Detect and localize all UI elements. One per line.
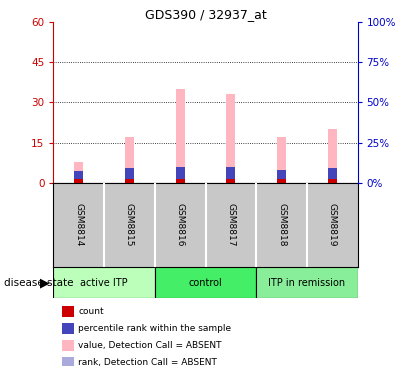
Text: GSM8819: GSM8819 — [328, 203, 337, 247]
Bar — [125, 179, 134, 183]
Text: control: control — [189, 278, 222, 288]
Text: value, Detection Call = ABSENT: value, Detection Call = ABSENT — [78, 341, 222, 350]
Bar — [74, 179, 83, 183]
Bar — [328, 179, 337, 183]
Bar — [74, 161, 83, 183]
Text: count: count — [78, 307, 104, 315]
Bar — [74, 171, 83, 179]
Bar — [125, 137, 134, 183]
Bar — [175, 167, 185, 179]
Text: rank, Detection Call = ABSENT: rank, Detection Call = ABSENT — [78, 358, 217, 366]
Bar — [328, 129, 337, 183]
Bar — [175, 179, 185, 183]
Bar — [53, 267, 155, 298]
Text: GSM8814: GSM8814 — [74, 203, 83, 247]
Bar — [226, 179, 236, 183]
Bar — [226, 94, 236, 183]
Text: GSM8816: GSM8816 — [175, 203, 185, 247]
Bar — [256, 267, 358, 298]
Text: GSM8817: GSM8817 — [226, 203, 236, 247]
Text: disease state: disease state — [4, 278, 74, 288]
Text: percentile rank within the sample: percentile rank within the sample — [78, 324, 231, 333]
Bar — [226, 167, 236, 179]
Bar — [155, 267, 256, 298]
Bar — [125, 168, 134, 179]
Bar — [277, 169, 286, 179]
Text: active ITP: active ITP — [80, 278, 128, 288]
Bar — [277, 179, 286, 183]
Text: GSM8818: GSM8818 — [277, 203, 286, 247]
Text: ▶: ▶ — [40, 276, 49, 289]
Bar — [328, 168, 337, 179]
Bar — [277, 137, 286, 183]
Text: ITP in remission: ITP in remission — [268, 278, 345, 288]
Text: GSM8815: GSM8815 — [125, 203, 134, 247]
Title: GDS390 / 32937_at: GDS390 / 32937_at — [145, 8, 266, 21]
Bar — [175, 89, 185, 183]
